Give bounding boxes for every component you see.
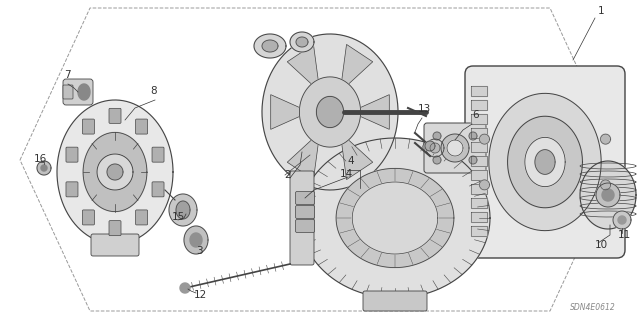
Polygon shape [107, 164, 123, 180]
Polygon shape [602, 189, 614, 201]
FancyBboxPatch shape [66, 147, 78, 162]
Polygon shape [441, 134, 469, 162]
Polygon shape [336, 168, 454, 268]
Text: 8: 8 [150, 86, 157, 96]
FancyBboxPatch shape [83, 119, 95, 134]
Polygon shape [97, 154, 133, 190]
FancyBboxPatch shape [109, 221, 121, 236]
Polygon shape [433, 132, 441, 140]
Polygon shape [580, 161, 636, 229]
Polygon shape [351, 95, 389, 130]
Polygon shape [254, 34, 286, 58]
FancyBboxPatch shape [109, 108, 121, 123]
FancyBboxPatch shape [66, 182, 78, 197]
Polygon shape [471, 170, 487, 180]
Polygon shape [433, 156, 441, 164]
Polygon shape [471, 226, 487, 236]
Polygon shape [290, 32, 314, 52]
FancyBboxPatch shape [363, 291, 427, 311]
Polygon shape [57, 100, 173, 244]
Text: 1: 1 [598, 6, 605, 16]
FancyBboxPatch shape [136, 119, 148, 134]
Polygon shape [596, 183, 620, 207]
FancyBboxPatch shape [136, 210, 148, 225]
Polygon shape [262, 34, 398, 190]
Polygon shape [479, 134, 490, 144]
Polygon shape [41, 165, 47, 171]
FancyBboxPatch shape [296, 219, 314, 233]
Polygon shape [340, 44, 372, 92]
FancyBboxPatch shape [296, 191, 314, 204]
Text: 14: 14 [340, 169, 353, 179]
Text: 11: 11 [618, 230, 631, 240]
FancyBboxPatch shape [152, 182, 164, 197]
Polygon shape [471, 184, 487, 194]
FancyBboxPatch shape [83, 210, 95, 225]
Polygon shape [471, 156, 487, 166]
Polygon shape [262, 40, 278, 52]
Text: 2: 2 [284, 170, 291, 180]
FancyBboxPatch shape [424, 123, 486, 173]
Polygon shape [78, 84, 90, 100]
Text: 13: 13 [418, 104, 431, 114]
Text: 10: 10 [595, 240, 608, 250]
Polygon shape [471, 128, 487, 138]
Text: 6: 6 [472, 110, 479, 120]
FancyBboxPatch shape [290, 171, 314, 265]
Polygon shape [340, 132, 372, 180]
Polygon shape [37, 161, 51, 175]
Polygon shape [190, 233, 202, 247]
Text: 15: 15 [172, 212, 185, 222]
Polygon shape [600, 134, 611, 144]
FancyBboxPatch shape [152, 147, 164, 162]
Polygon shape [525, 137, 565, 187]
Text: 12: 12 [194, 290, 207, 300]
Polygon shape [83, 132, 147, 211]
Polygon shape [600, 180, 611, 190]
Polygon shape [618, 216, 626, 224]
Polygon shape [471, 100, 487, 110]
Polygon shape [430, 143, 440, 153]
Text: 3: 3 [196, 246, 203, 256]
Polygon shape [471, 198, 487, 208]
Polygon shape [471, 86, 487, 96]
Polygon shape [296, 37, 308, 47]
Text: 16: 16 [34, 154, 47, 164]
Polygon shape [425, 141, 435, 151]
Polygon shape [426, 139, 444, 157]
Text: 4: 4 [347, 156, 354, 166]
Polygon shape [176, 201, 190, 219]
Polygon shape [613, 211, 631, 229]
FancyBboxPatch shape [63, 79, 93, 105]
Text: 7: 7 [64, 70, 70, 80]
Polygon shape [180, 283, 190, 293]
Polygon shape [287, 44, 320, 92]
Polygon shape [471, 212, 487, 222]
Polygon shape [352, 182, 438, 254]
FancyBboxPatch shape [91, 234, 139, 256]
Polygon shape [300, 138, 490, 298]
Polygon shape [169, 194, 197, 226]
Polygon shape [471, 114, 487, 124]
Polygon shape [184, 226, 208, 254]
FancyBboxPatch shape [63, 85, 73, 99]
Polygon shape [469, 132, 477, 140]
Polygon shape [300, 77, 360, 147]
Polygon shape [287, 132, 320, 180]
FancyBboxPatch shape [465, 66, 625, 258]
Polygon shape [447, 140, 463, 156]
Polygon shape [535, 150, 555, 174]
Text: SDN4E0612: SDN4E0612 [570, 303, 616, 313]
FancyBboxPatch shape [296, 205, 314, 219]
Polygon shape [508, 116, 582, 208]
Polygon shape [469, 156, 477, 164]
Polygon shape [479, 180, 490, 190]
Polygon shape [489, 93, 601, 231]
Polygon shape [471, 142, 487, 152]
Polygon shape [271, 95, 310, 130]
Polygon shape [316, 96, 344, 128]
